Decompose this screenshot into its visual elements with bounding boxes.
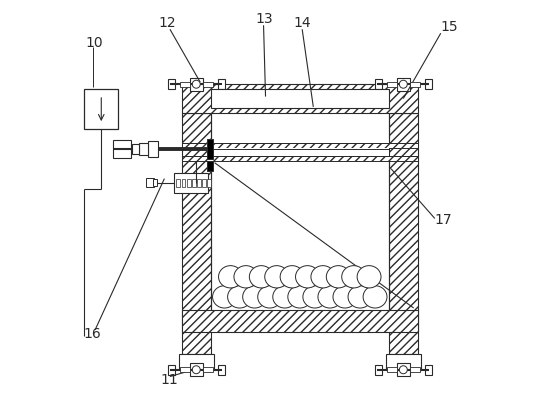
Bar [179, 354, 214, 370]
Circle shape [192, 80, 200, 88]
Text: 12: 12 [158, 16, 176, 30]
Ellipse shape [219, 265, 242, 288]
Bar [139, 143, 148, 155]
Bar [387, 82, 397, 87]
Bar [410, 82, 420, 87]
Circle shape [399, 80, 408, 88]
Bar [167, 365, 174, 375]
Ellipse shape [318, 286, 342, 308]
Ellipse shape [265, 265, 289, 288]
Ellipse shape [327, 265, 350, 288]
Bar [192, 178, 196, 186]
Bar [397, 363, 410, 376]
Ellipse shape [348, 286, 372, 308]
Bar [207, 178, 211, 186]
Bar [147, 178, 154, 187]
Bar [218, 365, 225, 375]
Bar [375, 365, 382, 375]
Ellipse shape [311, 265, 335, 288]
Ellipse shape [273, 286, 296, 308]
Text: 13: 13 [255, 12, 273, 26]
Bar [425, 365, 432, 375]
Bar [197, 178, 201, 186]
Bar [207, 161, 213, 171]
Bar [174, 172, 208, 192]
Bar [375, 79, 382, 89]
Bar [179, 367, 190, 372]
Bar [148, 141, 158, 157]
Ellipse shape [243, 286, 266, 308]
Bar [410, 367, 420, 372]
Text: 11: 11 [160, 373, 178, 387]
Ellipse shape [280, 265, 304, 288]
Text: 16: 16 [83, 327, 101, 341]
Bar [182, 143, 418, 148]
Text: 10: 10 [85, 36, 103, 50]
Ellipse shape [213, 286, 236, 308]
Bar [132, 144, 139, 154]
Ellipse shape [342, 265, 365, 288]
Ellipse shape [228, 286, 252, 308]
Ellipse shape [357, 265, 381, 288]
Bar [202, 178, 206, 186]
Bar [179, 82, 190, 87]
Bar [182, 84, 418, 113]
Bar [182, 178, 185, 186]
Bar [113, 140, 131, 158]
Bar [190, 363, 202, 376]
Bar [425, 79, 432, 89]
Circle shape [399, 366, 408, 374]
Bar [386, 354, 421, 370]
Bar [153, 179, 157, 186]
Bar [387, 367, 397, 372]
Bar [218, 79, 225, 89]
Ellipse shape [249, 265, 274, 288]
Bar [202, 82, 213, 87]
Bar [182, 113, 211, 354]
Bar [207, 139, 213, 159]
Text: 14: 14 [293, 16, 311, 30]
Text: 15: 15 [441, 20, 458, 34]
Ellipse shape [234, 265, 258, 288]
Bar [176, 178, 181, 186]
Bar [211, 148, 389, 156]
Ellipse shape [363, 286, 387, 308]
Ellipse shape [333, 286, 357, 308]
Text: 17: 17 [435, 213, 452, 227]
Bar [202, 367, 213, 372]
Bar [182, 310, 418, 332]
Bar [84, 89, 118, 129]
Bar [397, 78, 410, 91]
Ellipse shape [295, 265, 319, 288]
Bar [167, 79, 174, 89]
Ellipse shape [258, 286, 282, 308]
Ellipse shape [288, 286, 312, 308]
Circle shape [192, 366, 200, 374]
Bar [187, 178, 191, 186]
Bar [389, 113, 418, 354]
Ellipse shape [303, 286, 327, 308]
Bar [190, 78, 202, 91]
Bar [211, 89, 389, 108]
Bar [182, 156, 418, 161]
